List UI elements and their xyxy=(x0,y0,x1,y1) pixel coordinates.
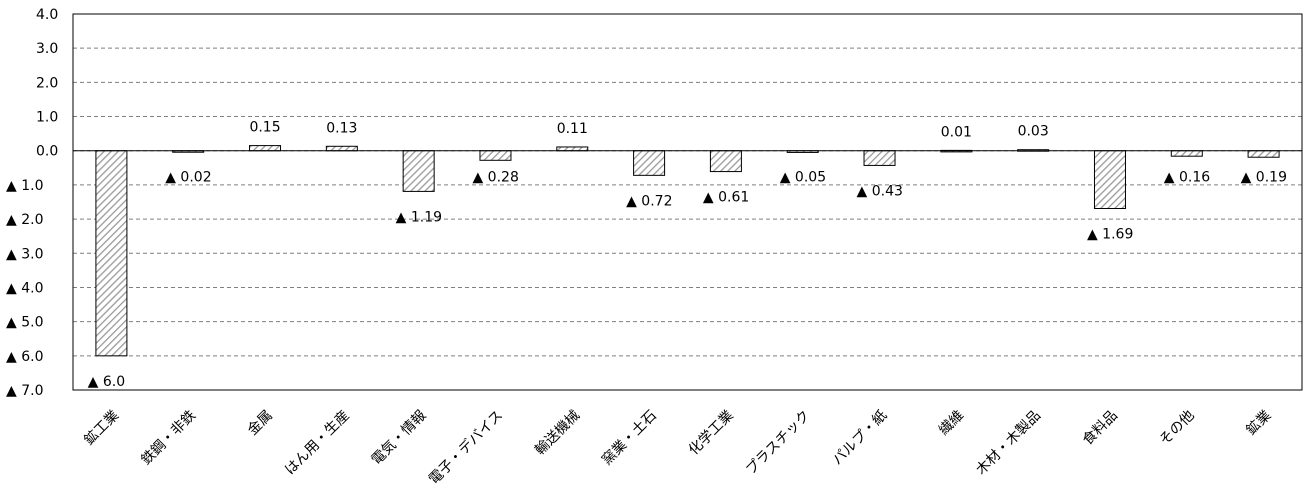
category-label: 鉱工業 xyxy=(81,407,123,449)
bar xyxy=(95,150,128,357)
y-tick-label: 4.0 xyxy=(36,7,58,23)
category-label: 窯業・土石 xyxy=(598,407,660,469)
data-label: 0.01 xyxy=(941,124,972,140)
bar xyxy=(325,145,358,152)
bar xyxy=(402,150,435,192)
y-tick-label: ▲ 4.0 xyxy=(6,280,43,296)
y-tick-label: ▲ 3.0 xyxy=(6,246,43,262)
y-tick-label: ▲ 1.0 xyxy=(6,178,43,194)
category-label: その他 xyxy=(1157,408,1198,449)
bar xyxy=(556,146,589,152)
bars xyxy=(95,145,1280,357)
data-label: 0.15 xyxy=(249,120,280,136)
y-tick-label: 0.0 xyxy=(36,144,58,160)
category-label: 電気・情報 xyxy=(369,408,430,469)
category-label: 鉱業 xyxy=(1243,407,1275,439)
category-label: パルプ・紙 xyxy=(830,408,891,469)
bar xyxy=(1093,150,1126,209)
bar xyxy=(863,150,896,166)
category-label: 金属 xyxy=(245,408,276,439)
data-label: ▲ 0.02 xyxy=(165,170,211,186)
labels: 4.0 3.0 2.0 1.0 0.0 ▲ 1.0 ▲ 2.0 ▲ 3.0 ▲ 4.0 ▲ 5.0… xyxy=(6,7,1287,485)
category-label: 輸送機械 xyxy=(532,408,583,459)
y-tick-label: ▲ 7.0 xyxy=(6,383,43,399)
data-label: 0.11 xyxy=(557,121,588,137)
data-label: ▲ 6.0 xyxy=(88,374,125,390)
data-label: ▲ 1.19 xyxy=(396,209,442,225)
plot-frame xyxy=(72,13,1303,391)
category-label: はん用・生産 xyxy=(282,408,353,479)
data-label: ▲ 0.16 xyxy=(1164,170,1210,186)
bar xyxy=(633,150,666,176)
bar xyxy=(1247,150,1280,158)
data-label: 0.03 xyxy=(1018,124,1049,140)
y-tick-label: ▲ 6.0 xyxy=(6,349,43,365)
y-tick-label: 3.0 xyxy=(36,41,58,57)
data-label: ▲ 0.28 xyxy=(472,170,518,186)
data-label: 0.13 xyxy=(326,120,357,136)
category-label: 鉄鋼・非鉄 xyxy=(138,408,199,469)
y-tick-label: ▲ 5.0 xyxy=(6,315,43,331)
category-label: 繊維 xyxy=(936,408,967,439)
data-label: ▲ 0.43 xyxy=(857,183,903,199)
data-label: ▲ 0.61 xyxy=(703,190,749,206)
data-label: ▲ 0.05 xyxy=(780,170,826,186)
category-label: プラスチック xyxy=(743,408,814,479)
data-label: ▲ 0.72 xyxy=(626,193,672,209)
category-label: 化学工業 xyxy=(686,408,737,459)
bar xyxy=(479,150,512,161)
bar xyxy=(709,150,742,173)
data-label: ▲ 0.19 xyxy=(1241,170,1287,186)
y-tick-label: 1.0 xyxy=(36,110,58,126)
bar xyxy=(249,145,282,152)
category-label: 木材・木製品 xyxy=(973,408,1044,479)
category-label: 食料品 xyxy=(1079,407,1121,449)
y-tick-label: 2.0 xyxy=(36,75,58,91)
y-tick-label: ▲ 2.0 xyxy=(6,212,43,228)
axes xyxy=(72,13,1303,391)
bar xyxy=(1170,150,1203,157)
data-label: ▲ 1.69 xyxy=(1087,226,1133,242)
category-label: 電子・デバイス xyxy=(425,407,506,485)
